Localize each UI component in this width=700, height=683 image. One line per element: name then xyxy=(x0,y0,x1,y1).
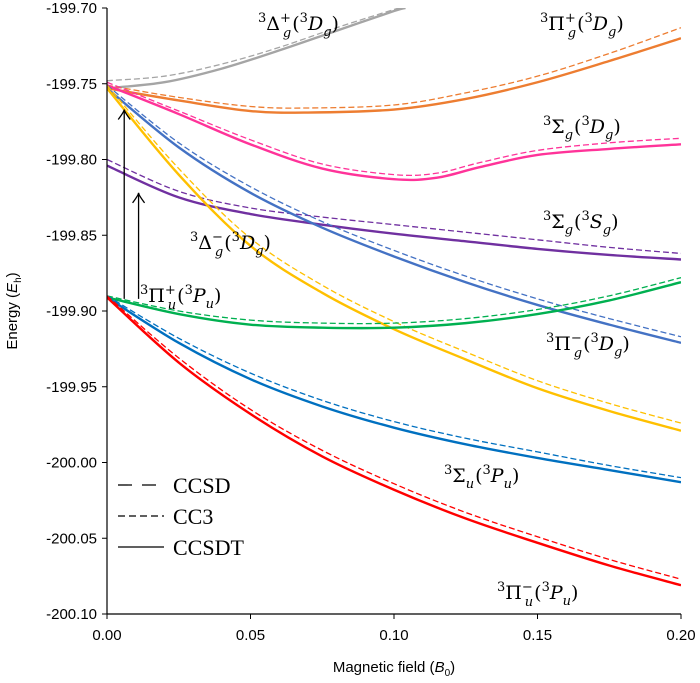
legend-label: CCSDT xyxy=(173,535,244,560)
legend-entry-cc3: CC3 xyxy=(118,504,213,529)
state-pigplus-dg-ccsdt-line xyxy=(107,37,681,114)
state-deltagminus-dg-ccsdt-line xyxy=(107,87,681,432)
y-tick-label: -199.80 xyxy=(46,152,97,169)
excitation-arrow-2 xyxy=(132,192,146,299)
legend: CCSD CC3 CCSDT xyxy=(118,473,244,560)
state-deltagminus-dg-label: 3Δ− g(3Dg) xyxy=(190,230,271,260)
y-tick-label: -199.90 xyxy=(46,303,97,320)
state-sigmag-sg-ccsdt-line xyxy=(107,164,681,261)
x-tick-label: 0.20 xyxy=(666,627,695,644)
y-tick-label: -200.10 xyxy=(46,606,97,623)
y-tick-label: -200.05 xyxy=(46,530,97,547)
y-tick-label: -199.70 xyxy=(46,0,97,17)
state-pigplus-dg-cc3-line xyxy=(107,27,681,109)
legend-entry-ccsd: CCSD xyxy=(118,473,230,498)
state-sigmag-dg-ccsdt-line xyxy=(107,84,681,182)
arrows-layer xyxy=(117,109,146,299)
state-piuplus-pu-label: 3Π+ u(3Pu) xyxy=(140,283,221,313)
state-sigmag-dg-cc3-line xyxy=(107,81,681,177)
legend-label: CCSD xyxy=(173,473,230,498)
state-piuplus-pu-ccsdt-line xyxy=(107,281,681,330)
axes-layer: -199.70 -199.75 -199.80 -199.85 -199.90 -199.… xyxy=(4,0,696,679)
y-tick-label: -199.85 xyxy=(46,227,97,244)
state-sigmau-pu-label: 3Σu(3Pu) xyxy=(444,463,519,492)
curves-layer xyxy=(107,8,681,587)
state-sigmau-pu-cc3-line xyxy=(107,295,681,479)
state-pigminus-dg-cc3-line xyxy=(107,84,681,338)
state-sigmau-pu-ccsdt-line xyxy=(107,296,681,484)
x-tick-label: 0.05 xyxy=(236,627,265,644)
state-deltagplus-dg-cc3-line xyxy=(107,8,402,82)
excitation-arrow-1 xyxy=(117,109,131,299)
y-tick-label: -199.75 xyxy=(46,76,97,93)
x-tick-label: 0.00 xyxy=(92,627,121,644)
state-sigmag-sg-label: 3Σg(3Sg) xyxy=(543,209,619,238)
x-tick-label: 0.15 xyxy=(523,627,552,644)
legend-entry-ccsdt: CCSDT xyxy=(118,535,244,560)
state-pigplus-dg-label: 3Π+ g(3Dg) xyxy=(540,11,624,41)
y-tick-label: -200.00 xyxy=(46,455,97,472)
state-labels-layer: 3Δ+ g(3Dg) 3Π+ g(3Dg) 3Σg(3Dg) 3Σg(3Sg) 3Π− g(3… xyxy=(140,11,630,610)
state-pigminus-dg-ccsdt-line xyxy=(107,87,681,344)
legend-label: CC3 xyxy=(173,504,213,529)
state-deltagplus-dg-ccsdt-line xyxy=(107,8,406,90)
state-deltagminus-dg-cc3-line xyxy=(107,84,681,424)
y-tick-label: -199.95 xyxy=(46,379,97,396)
state-piuminus-pu-ccsdt-line xyxy=(107,296,681,587)
state-sigmag-dg-label: 3Σg(3Dg) xyxy=(543,114,621,143)
state-deltagplus-dg-label: 3Δ+ g(3Dg) xyxy=(258,11,339,41)
y-axis-title: Energy (Eh) xyxy=(4,272,24,349)
state-piuminus-pu-label: 3Π− u(3Pu) xyxy=(497,580,578,610)
state-pigminus-dg-label: 3Π− g(3Dg) xyxy=(546,331,630,361)
x-tick-label: 0.10 xyxy=(379,627,408,644)
x-axis-title: Magnetic field (B0) xyxy=(333,659,455,679)
state-piuplus-pu-cc3-line xyxy=(107,277,681,325)
